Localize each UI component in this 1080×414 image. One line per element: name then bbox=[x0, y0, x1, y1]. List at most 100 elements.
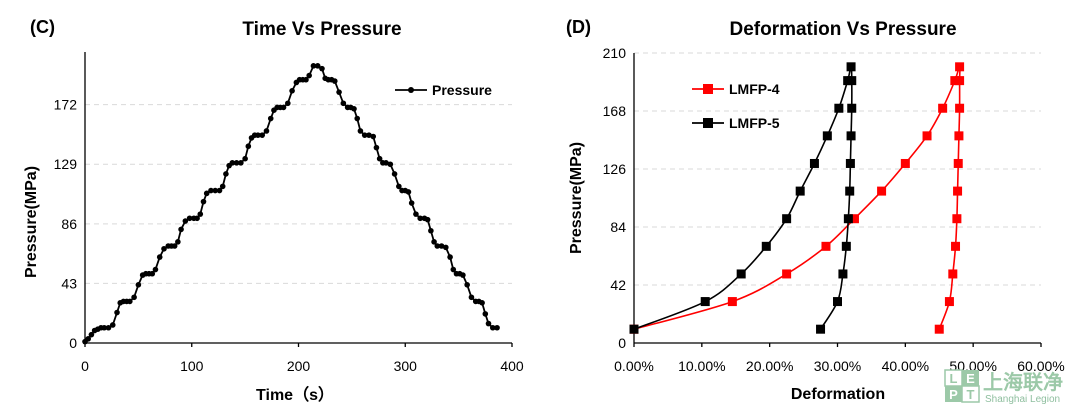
data-point bbox=[178, 226, 184, 233]
data-point bbox=[127, 298, 133, 305]
data-point bbox=[450, 266, 457, 273]
data-point bbox=[152, 266, 159, 273]
data-point bbox=[877, 186, 887, 196]
panel-d-label: (D) bbox=[566, 17, 591, 37]
legend-marker bbox=[703, 118, 713, 128]
data-point bbox=[340, 100, 347, 107]
panel-c-title: Time Vs Pressure bbox=[242, 19, 401, 40]
data-point bbox=[105, 324, 112, 331]
y-tick-label: 168 bbox=[603, 103, 627, 119]
data-point bbox=[175, 239, 181, 245]
data-point bbox=[845, 186, 855, 196]
data-point bbox=[841, 241, 851, 251]
logo-chinese-name: 上海联净 bbox=[983, 370, 1063, 394]
data-point bbox=[464, 282, 470, 288]
x-tick-label: 400 bbox=[500, 358, 524, 374]
data-point bbox=[370, 133, 377, 140]
data-point bbox=[366, 132, 372, 138]
data-point bbox=[955, 76, 965, 86]
panel-c-plot: 0 43 86 129 172 0 100 200 300 400 Pressure bbox=[54, 52, 524, 374]
logo-letter-e: E bbox=[966, 371, 975, 386]
data-point bbox=[259, 132, 266, 138]
data-point bbox=[485, 320, 492, 327]
data-point bbox=[351, 106, 357, 112]
data-point bbox=[413, 211, 419, 217]
x-tick-label: 200 bbox=[287, 358, 311, 374]
data-point bbox=[289, 88, 295, 94]
data-point bbox=[847, 76, 857, 86]
data-point bbox=[219, 183, 226, 190]
data-point bbox=[438, 243, 445, 249]
legend-label: Pressure bbox=[432, 82, 492, 98]
data-point bbox=[238, 160, 244, 166]
y-tick-label: 129 bbox=[54, 156, 78, 172]
x-tick-label: 40.00% bbox=[882, 358, 929, 374]
data-point bbox=[357, 128, 364, 134]
data-point bbox=[953, 186, 963, 196]
panel-d-plot: 0 42 84 126 168 210 0.00% 10.00% 20.00% 30.00% 40.… bbox=[603, 45, 1065, 374]
panel-c-xlabel: Time（s） bbox=[256, 386, 334, 404]
data-point bbox=[186, 215, 193, 222]
data-point bbox=[135, 282, 142, 288]
data-point bbox=[952, 214, 962, 224]
y-tick-label: 84 bbox=[610, 219, 626, 235]
data-point bbox=[468, 294, 475, 301]
data-point bbox=[408, 200, 415, 206]
y-tick-label: 172 bbox=[54, 97, 78, 113]
y-tick-label: 210 bbox=[603, 45, 627, 61]
data-point bbox=[361, 132, 368, 138]
data-point bbox=[727, 297, 737, 307]
legend-marker bbox=[408, 87, 414, 93]
legend-label: LMFP-5 bbox=[729, 115, 780, 131]
logo-letter-p: P bbox=[949, 387, 958, 402]
data-point bbox=[954, 131, 964, 141]
data-point bbox=[383, 160, 389, 166]
data-point bbox=[396, 183, 402, 190]
y-tick-label: 0 bbox=[69, 335, 77, 351]
data-point bbox=[197, 211, 204, 217]
data-point bbox=[285, 100, 291, 107]
data-point bbox=[489, 324, 496, 331]
series-line-lmfp-5 bbox=[633, 66, 853, 330]
data-point bbox=[391, 171, 398, 177]
data-point bbox=[303, 76, 309, 83]
data-point bbox=[223, 171, 229, 177]
data-point bbox=[405, 189, 412, 195]
data-point bbox=[950, 76, 960, 86]
data-point bbox=[795, 186, 805, 196]
data-point bbox=[331, 78, 338, 84]
data-point bbox=[955, 103, 965, 113]
panel-c-ylabel: Pressure(MPa) bbox=[23, 166, 40, 278]
x-tick-label: 0.00% bbox=[614, 358, 654, 374]
data-point bbox=[482, 311, 489, 317]
data-point bbox=[319, 65, 325, 72]
x-tick-label: 60.00% bbox=[1017, 358, 1064, 374]
legend-marker bbox=[703, 84, 713, 94]
data-point bbox=[922, 131, 932, 141]
data-point bbox=[845, 158, 855, 168]
data-point bbox=[373, 144, 380, 151]
data-point bbox=[934, 324, 944, 334]
data-point bbox=[171, 243, 178, 249]
data-point bbox=[849, 214, 859, 224]
data-point bbox=[245, 143, 252, 150]
logo-letter-l: L bbox=[950, 371, 958, 386]
data-point bbox=[229, 160, 236, 166]
data-point bbox=[182, 218, 189, 224]
data-point bbox=[194, 215, 200, 222]
data-point bbox=[833, 297, 842, 307]
data-point bbox=[156, 254, 163, 260]
data-point bbox=[955, 62, 965, 72]
data-point bbox=[267, 115, 274, 122]
data-point bbox=[431, 239, 437, 245]
data-point bbox=[736, 269, 746, 279]
data-point bbox=[101, 324, 108, 331]
x-tick-label: 10.00% bbox=[678, 358, 725, 374]
data-point bbox=[443, 244, 449, 251]
data-point bbox=[479, 300, 485, 306]
y-tick-label: 42 bbox=[610, 277, 626, 293]
data-point bbox=[944, 297, 954, 307]
data-point bbox=[203, 190, 210, 197]
data-point bbox=[212, 187, 219, 194]
